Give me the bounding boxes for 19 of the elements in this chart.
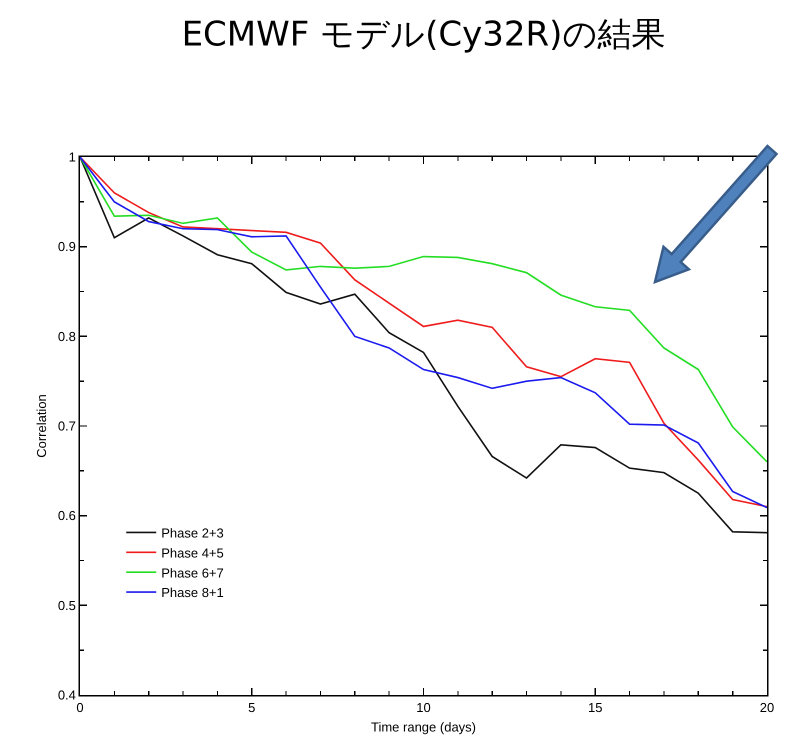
x-axis-title: Time range (days) bbox=[371, 719, 476, 734]
x-tick-label: 5 bbox=[248, 700, 256, 716]
y-tick-label: 0.7 bbox=[58, 418, 76, 434]
y-tick-label: 0.8 bbox=[58, 328, 76, 344]
legend-label: Phase 8+1 bbox=[161, 585, 224, 600]
x-tick-label: 0 bbox=[76, 700, 84, 716]
y-tick-label: 0.5 bbox=[58, 598, 76, 613]
legend-label: Phase 4+5 bbox=[161, 545, 224, 560]
x-tick-label: 10 bbox=[416, 700, 431, 716]
y-tick-label: 0.9 bbox=[58, 239, 76, 254]
y-tick-label: 0.4 bbox=[58, 688, 76, 703]
y-tick-label: 1 bbox=[68, 150, 76, 165]
legend-label: Phase 6+7 bbox=[161, 565, 224, 580]
y-tick-label: 0.6 bbox=[58, 508, 76, 524]
x-tick-label: 20 bbox=[760, 700, 774, 716]
x-tick-label: 15 bbox=[588, 700, 602, 716]
y-axis-title: Correlation bbox=[34, 394, 50, 458]
legend-label: Phase 2+3 bbox=[161, 525, 224, 540]
chart-title: ECMWF モデル(Cy32R)の結果 bbox=[182, 14, 666, 55]
